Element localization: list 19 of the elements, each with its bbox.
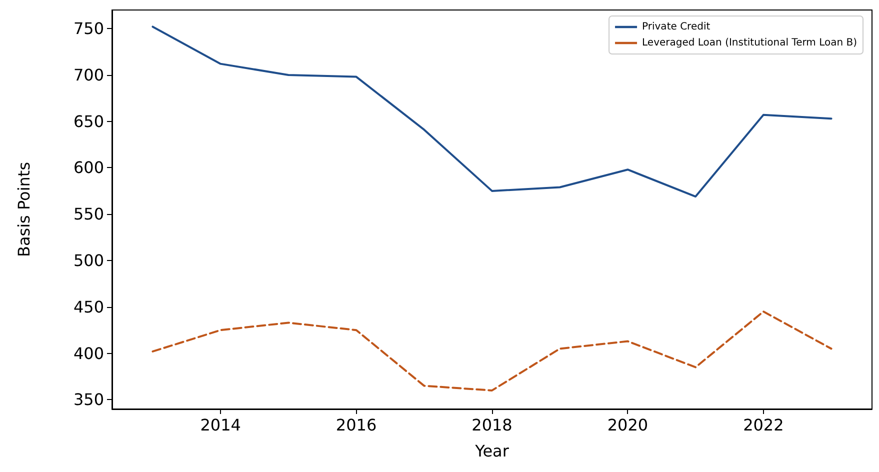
x-axis-title: Year [474, 442, 510, 460]
y-tick-label: 650 [73, 112, 104, 131]
y-axis-title: Basis Points [14, 162, 34, 258]
x-tick-label: 2016 [336, 416, 377, 434]
legend-label: Private Credit [642, 22, 710, 32]
legend-label: Leveraged Loan (Institutional Term Loan B) [642, 38, 858, 48]
y-tick-label: 350 [73, 390, 104, 410]
x-tick-label: 2022 [743, 416, 784, 434]
x-tick-label: 2018 [472, 416, 512, 434]
y-tick-label: 500 [73, 251, 104, 270]
y-tick-label: 550 [73, 204, 104, 224]
y-tick-label: 600 [73, 158, 104, 178]
y-tick-label: 700 [73, 65, 104, 84]
y-tick-label: 450 [73, 297, 104, 316]
x-tick-label: 2014 [200, 416, 241, 434]
x-tick-label: 2020 [607, 416, 648, 434]
line-series [152, 310, 832, 392]
y-tick-label: 400 [73, 344, 104, 363]
y-tick-label: 750 [73, 19, 104, 38]
